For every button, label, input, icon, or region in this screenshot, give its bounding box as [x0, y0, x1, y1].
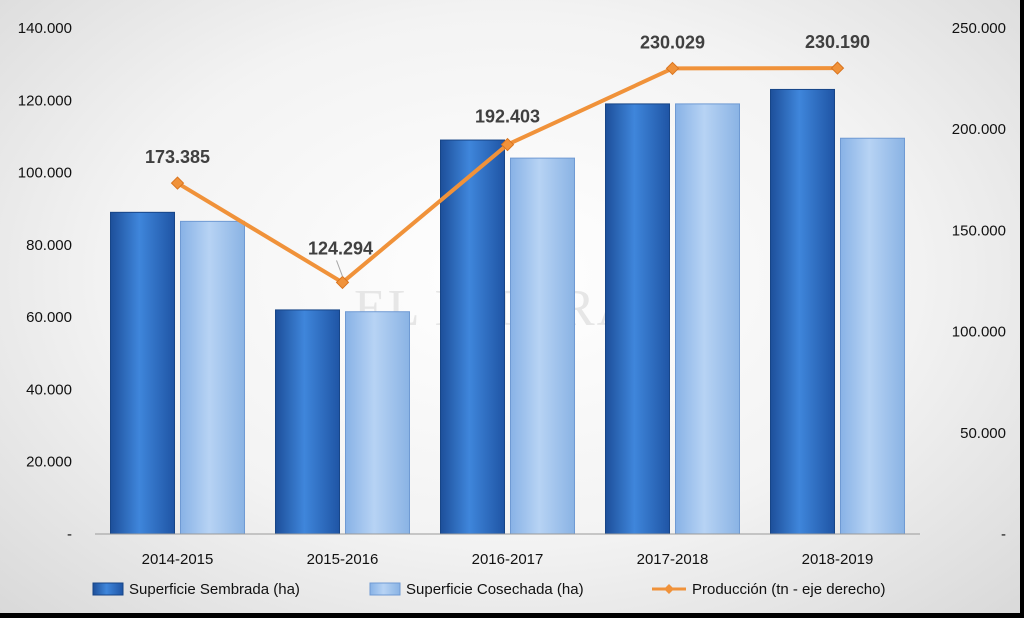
y-right-tick-label: 50.000 [960, 425, 1006, 442]
legend-item-produccion: Producción (tn - eje derecho) [652, 581, 885, 598]
y-left-tick-label: 60.000 [26, 309, 72, 326]
production-data-label: 192.403 [475, 107, 540, 127]
production-point [170, 176, 185, 190]
bar-superficie-sembrada [275, 309, 340, 535]
bar-superficie-cosechada [180, 220, 245, 535]
production-data-label: 173.385 [145, 147, 210, 167]
production-point [335, 275, 350, 290]
data-label-leader [336, 260, 343, 277]
legend-item-superficie-sembrada: Superficie Sembrada (ha) [92, 581, 300, 598]
bar-superficie-cosechada [675, 103, 740, 535]
y-right-tick-label: - [1001, 526, 1006, 543]
legend-item-superficie-cosechada: Superficie Cosechada (ha) [369, 581, 584, 598]
x-tick-label: 2014-2015 [142, 551, 214, 568]
x-tick-label: 2018-2019 [802, 551, 874, 568]
bar-superficie-sembrada [605, 103, 670, 535]
y-left-tick-label: 20.000 [26, 454, 72, 471]
bar-superficie-sembrada [440, 139, 505, 535]
y-right-tick-label: 200.000 [952, 121, 1006, 138]
legend-swatch [369, 582, 401, 596]
y-left-tick-label: 120.000 [18, 92, 72, 109]
legend-swatch [92, 582, 124, 596]
bar-superficie-sembrada [110, 211, 175, 535]
bar-superficie-sembrada [770, 88, 835, 535]
y-left-axis: - 20.000 40.000 60.000 80.000 100.000 120.000 1… [18, 20, 72, 543]
y-left-tick-label: 40.000 [26, 381, 72, 398]
y-left-tick-label: - [67, 526, 72, 543]
y-right-tick-label: 100.000 [952, 324, 1006, 341]
legend: Superficie Sembrada (ha) Superficie Cosec… [92, 581, 885, 598]
y-left-tick-label: 140.000 [18, 20, 72, 37]
production-point [830, 61, 845, 75]
bar-superficie-cosechada [840, 137, 905, 535]
y-right-tick-label: 250.000 [952, 20, 1006, 37]
x-tick-label: 2017-2018 [637, 551, 709, 568]
production-data-label: 230.190 [805, 32, 870, 52]
production-line: 173.385 124.294 192.403 230.029 230.190 [145, 32, 870, 290]
production-point [500, 137, 515, 152]
x-tick-label: 2015-2016 [307, 551, 379, 568]
bar-superficie-cosechada [510, 157, 575, 535]
production-data-label: 230.029 [640, 32, 705, 52]
legend-swatch-marker [664, 584, 674, 594]
legend-label: Superficie Sembrada (ha) [129, 581, 300, 598]
legend-label: Superficie Cosechada (ha) [406, 581, 584, 598]
y-right-axis: - 50.000 100.000 150.000 200.000 250.000 [952, 20, 1006, 543]
x-tick-label: 2016-2017 [472, 551, 544, 568]
y-right-tick-label: 150.000 [952, 222, 1006, 239]
production-point [665, 61, 680, 76]
production-data-label: 124.294 [308, 238, 373, 258]
bars [95, 88, 920, 535]
bar-superficie-cosechada [345, 311, 410, 535]
legend-label: Producción (tn - eje derecho) [692, 581, 885, 598]
x-axis: 2014-2015 2015-2016 2016-2017 2017-2018 2018… [142, 551, 874, 568]
y-left-tick-label: 100.000 [18, 165, 72, 182]
y-left-tick-label: 80.000 [26, 237, 72, 254]
